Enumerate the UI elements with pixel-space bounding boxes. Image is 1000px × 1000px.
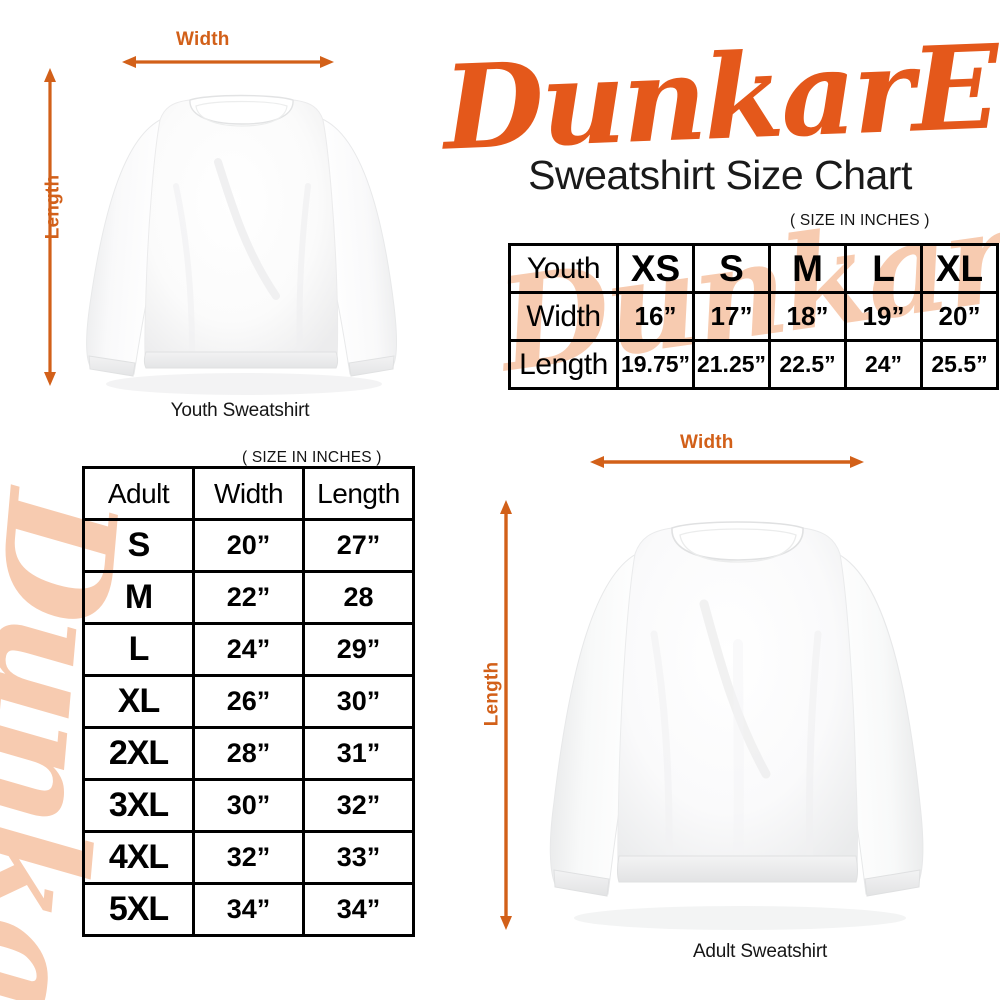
youth-size-l: L — [844, 243, 923, 294]
brand-logo: DunkarE — [438, 19, 1000, 176]
youth-size-s: S — [692, 243, 771, 294]
adult-width-m: 22” — [192, 570, 305, 625]
adult-sweatshirt-image — [528, 494, 948, 932]
adult-length-arrow-icon — [500, 500, 512, 930]
adult-header-size: Adult — [82, 466, 195, 521]
youth-width-xs: 16” — [616, 291, 695, 342]
youth-row-label: Youth — [508, 243, 619, 294]
adult-size-xl: XL — [82, 674, 195, 729]
youth-size-xs: XS — [616, 243, 695, 294]
youth-length-m: 22.5” — [768, 339, 847, 390]
youth-length-l: 24” — [844, 339, 923, 390]
adult-length-m: 28 — [302, 570, 415, 625]
adult-size-5xl: 5XL — [82, 882, 195, 937]
youth-length-row-label: Length — [508, 339, 619, 390]
adult-width-dimension-label: Width — [680, 432, 734, 453]
table-row: M 22” 28 — [82, 570, 415, 625]
youth-length-xs: 19.75” — [616, 339, 695, 390]
adult-width-5xl: 34” — [192, 882, 305, 937]
youth-length-xl: 25.5” — [920, 339, 999, 390]
adult-size-2xl: 2XL — [82, 726, 195, 781]
sweatshirt-illustration — [86, 94, 397, 395]
adult-width-xl: 26” — [192, 674, 305, 729]
adult-length-2xl: 31” — [302, 726, 415, 781]
table-row-youth-sizes: Youth XS S M L XL — [508, 243, 999, 294]
adult-length-s: 27” — [302, 518, 415, 573]
youth-width-m: 18” — [768, 291, 847, 342]
table-row: 4XL 32” 33” — [82, 830, 415, 885]
table-row: L 24” 29” — [82, 622, 415, 677]
adult-size-3xl: 3XL — [82, 778, 195, 833]
table-row-youth-width: Width 16” 17” 18” 19” 20” — [508, 291, 999, 342]
table-row: S 20” 27” — [82, 518, 415, 573]
adult-width-l: 24” — [192, 622, 305, 677]
youth-size-table: Youth XS S M L XL Width 16” 17” 18” 19” … — [508, 243, 999, 390]
youth-width-xl: 20” — [920, 291, 999, 342]
youth-sweatshirt-caption: Youth Sweatshirt — [170, 400, 310, 421]
adult-length-3xl: 32” — [302, 778, 415, 833]
adult-sweatshirt-caption: Adult Sweatshirt — [692, 941, 828, 962]
adult-width-s: 20” — [192, 518, 305, 573]
table-row: 5XL 34” 34” — [82, 882, 415, 937]
adult-length-l: 29” — [302, 622, 415, 677]
youth-width-l: 19” — [844, 291, 923, 342]
adult-header-length: Length — [302, 466, 415, 521]
adult-size-table: Adult Width Length S 20” 27” M 22” 28 L … — [82, 466, 415, 937]
table-row: 2XL 28” 31” — [82, 726, 415, 781]
sweatshirt-illustration — [549, 521, 924, 930]
page-title: Sweatshirt Size Chart — [528, 152, 912, 198]
adult-width-2xl: 28” — [192, 726, 305, 781]
youth-length-arrow-icon — [44, 68, 56, 386]
youth-width-dimension-label: Width — [176, 29, 230, 50]
youth-width-s: 17” — [692, 291, 771, 342]
adult-size-l: L — [82, 622, 195, 677]
adult-length-4xl: 33” — [302, 830, 415, 885]
youth-length-s: 21.25” — [692, 339, 771, 390]
adult-length-xl: 30” — [302, 674, 415, 729]
youth-size-m: M — [768, 243, 847, 294]
adult-width-4xl: 32” — [192, 830, 305, 885]
adult-size-m: M — [82, 570, 195, 625]
adult-length-5xl: 34” — [302, 882, 415, 937]
adult-unit-note: ( SIZE IN INCHES ) — [242, 449, 382, 466]
table-row-youth-length: Length 19.75” 21.25” 22.5” 24” 25.5” — [508, 339, 999, 390]
youth-size-xl: XL — [920, 243, 999, 294]
adult-header-width: Width — [192, 466, 305, 521]
adult-width-3xl: 30” — [192, 778, 305, 833]
youth-unit-note: ( SIZE IN INCHES ) — [790, 212, 930, 229]
table-row: XL 26” 30” — [82, 674, 415, 729]
table-row: 3XL 30” 32” — [82, 778, 415, 833]
table-row-adult-header: Adult Width Length — [82, 466, 415, 521]
adult-width-arrow-icon — [590, 456, 864, 468]
youth-width-arrow-icon — [122, 56, 334, 68]
adult-size-s: S — [82, 518, 195, 573]
youth-sweatshirt-image — [68, 66, 416, 396]
adult-size-4xl: 4XL — [82, 830, 195, 885]
youth-width-row-label: Width — [508, 291, 619, 342]
